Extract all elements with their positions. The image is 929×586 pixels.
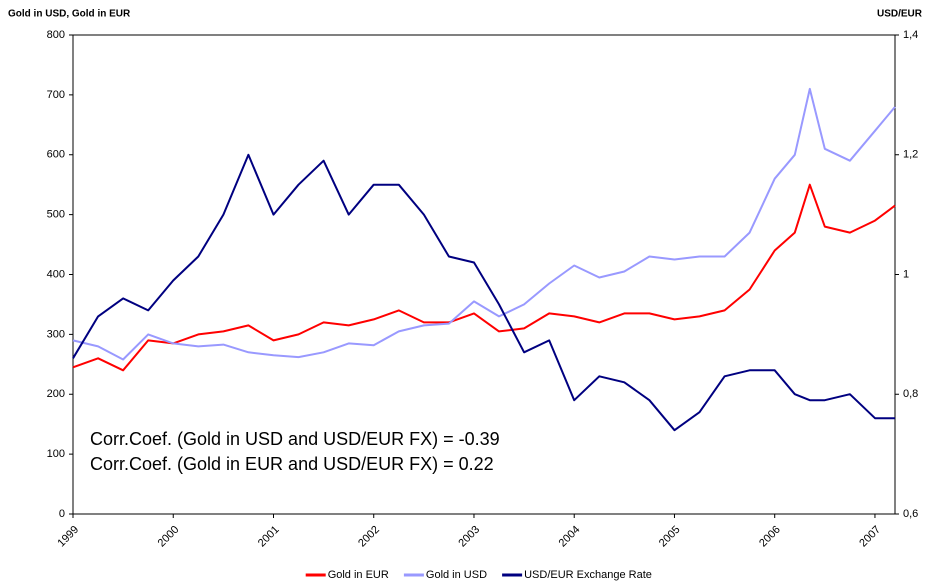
series-line bbox=[72, 183, 896, 372]
y-tick-label: 0 bbox=[59, 508, 65, 520]
y-tick-label: 400 bbox=[47, 268, 65, 280]
y-tick-label: 200 bbox=[47, 388, 65, 400]
y-tick-label: 600 bbox=[47, 149, 65, 161]
y2-tick-label: 1,2 bbox=[903, 149, 918, 161]
y2-tick-label: 1 bbox=[903, 268, 909, 280]
legend-label: Gold in USD bbox=[426, 569, 487, 581]
x-tick-label: 2004 bbox=[557, 524, 583, 550]
x-tick-label: 2003 bbox=[456, 524, 482, 550]
y-tick-label: 800 bbox=[47, 29, 65, 41]
y-tick-label: 300 bbox=[47, 328, 65, 340]
y-axis-title: Gold in USD, Gold in EUR bbox=[8, 9, 131, 20]
x-tick-label: 2006 bbox=[757, 524, 783, 550]
x-tick-label: 2002 bbox=[356, 524, 382, 550]
legend-label: Gold in EUR bbox=[328, 569, 389, 581]
x-tick-label: 2005 bbox=[657, 524, 683, 550]
y-tick-label: 500 bbox=[47, 209, 65, 221]
annotation: Corr.Coef. (Gold in USD and USD/EUR FX) … bbox=[90, 429, 500, 449]
y2-tick-label: 1,4 bbox=[903, 29, 918, 41]
series-line bbox=[72, 87, 896, 361]
x-tick-label: 2001 bbox=[256, 524, 282, 550]
annotation: Corr.Coef. (Gold in EUR and USD/EUR FX) … bbox=[90, 454, 494, 474]
x-tick-label: 1999 bbox=[55, 524, 81, 550]
y-tick-label: 700 bbox=[47, 89, 65, 101]
x-tick-label: 2000 bbox=[156, 524, 182, 550]
legend-label: USD/EUR Exchange Rate bbox=[524, 569, 652, 581]
y-tick-label: 100 bbox=[47, 448, 65, 460]
y2-axis-title: USD/EUR bbox=[877, 9, 923, 20]
y2-tick-label: 0,8 bbox=[903, 388, 918, 400]
series-line bbox=[72, 153, 895, 432]
x-tick-label: 2007 bbox=[857, 524, 883, 550]
y2-tick-label: 0,6 bbox=[903, 508, 918, 520]
